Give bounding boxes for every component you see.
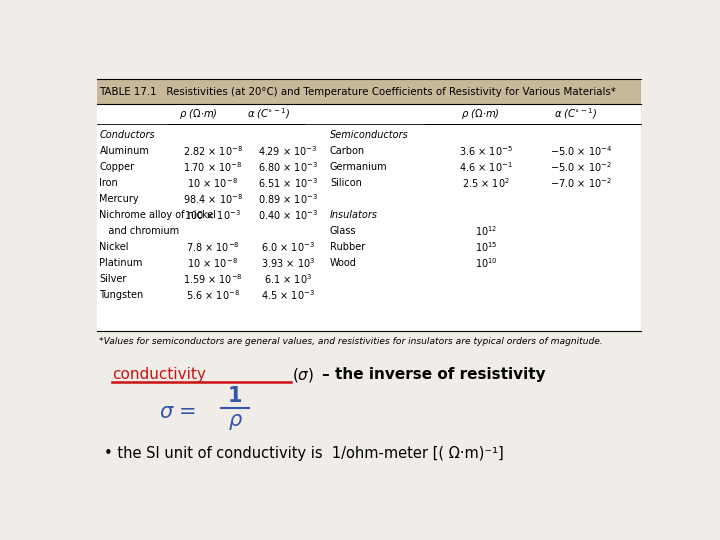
Text: 6.1 $\times$ 10$^{3}$: 6.1 $\times$ 10$^{3}$ — [264, 272, 312, 286]
Text: 4.29 $\times$ 10$^{-3}$: 4.29 $\times$ 10$^{-3}$ — [258, 144, 318, 158]
Text: 4.6 $\times$ 10$^{-1}$: 4.6 $\times$ 10$^{-1}$ — [459, 160, 513, 174]
Text: $-$7.0 $\times$ 10$^{-2}$: $-$7.0 $\times$ 10$^{-2}$ — [550, 176, 612, 190]
Text: 100 $\times$ 10$^{-3}$: 100 $\times$ 10$^{-3}$ — [184, 208, 241, 222]
Text: 98.4 $\times$ 10$^{-8}$: 98.4 $\times$ 10$^{-8}$ — [183, 192, 243, 206]
Text: $\alpha$ (C$^{\circ-1}$): $\alpha$ (C$^{\circ-1}$) — [247, 107, 290, 122]
Text: Platinum: Platinum — [99, 258, 143, 268]
Text: – the inverse of resistivity: – the inverse of resistivity — [322, 367, 545, 382]
Text: Glass: Glass — [330, 226, 356, 236]
Text: $\sigma$ =: $\sigma$ = — [159, 402, 196, 422]
Text: 6.80 $\times$ 10$^{-3}$: 6.80 $\times$ 10$^{-3}$ — [258, 160, 318, 174]
Text: Iron: Iron — [99, 178, 118, 188]
Text: conductivity: conductivity — [112, 367, 206, 382]
Text: ($\sigma$): ($\sigma$) — [292, 366, 314, 383]
Text: Silicon: Silicon — [330, 178, 362, 188]
Text: 7.8 $\times$ 10$^{-8}$: 7.8 $\times$ 10$^{-8}$ — [186, 240, 240, 254]
Bar — [97, 79, 641, 104]
Text: 4.5 $\times$ 10$^{-3}$: 4.5 $\times$ 10$^{-3}$ — [261, 288, 315, 302]
Text: 1.70 $\times$ 10$^{-8}$: 1.70 $\times$ 10$^{-8}$ — [183, 160, 243, 174]
Text: $\rho$ ($\Omega$$\cdot$m): $\rho$ ($\Omega$$\cdot$m) — [462, 107, 500, 121]
Text: and chromium: and chromium — [99, 226, 179, 236]
Text: 1.59 $\times$ 10$^{-8}$: 1.59 $\times$ 10$^{-8}$ — [183, 272, 243, 286]
Text: Insulators: Insulators — [330, 210, 378, 220]
Text: Tungsten: Tungsten — [99, 291, 144, 300]
Text: Mercury: Mercury — [99, 194, 139, 204]
Text: $\rho$: $\rho$ — [228, 413, 243, 433]
Text: 10 $\times$ 10$^{-8}$: 10 $\times$ 10$^{-8}$ — [187, 256, 238, 270]
Text: 0.89 $\times$ 10$^{-3}$: 0.89 $\times$ 10$^{-3}$ — [258, 192, 318, 206]
Text: Nichrome alloy of nickel: Nichrome alloy of nickel — [99, 210, 217, 220]
Text: Conductors: Conductors — [99, 130, 155, 140]
Text: Wood: Wood — [330, 258, 357, 268]
Text: $\rho$ ($\Omega$$\cdot$m): $\rho$ ($\Omega$$\cdot$m) — [179, 107, 218, 121]
Text: 3.93 $\times$ 10$^{3}$: 3.93 $\times$ 10$^{3}$ — [261, 256, 315, 270]
Text: 3.6 $\times$ 10$^{-5}$: 3.6 $\times$ 10$^{-5}$ — [459, 144, 513, 158]
Text: Silver: Silver — [99, 274, 127, 284]
Text: 10$^{12}$: 10$^{12}$ — [475, 224, 498, 238]
Text: Carbon: Carbon — [330, 146, 365, 156]
Text: $-$5.0 $\times$ 10$^{-4}$: $-$5.0 $\times$ 10$^{-4}$ — [550, 144, 612, 158]
Text: 0.40 $\times$ 10$^{-3}$: 0.40 $\times$ 10$^{-3}$ — [258, 208, 318, 222]
Text: Aluminum: Aluminum — [99, 146, 149, 156]
Text: 10 $\times$ 10$^{-8}$: 10 $\times$ 10$^{-8}$ — [187, 176, 238, 190]
Text: 6.0 $\times$ 10$^{-3}$: 6.0 $\times$ 10$^{-3}$ — [261, 240, 315, 254]
Text: 6.51 $\times$ 10$^{-3}$: 6.51 $\times$ 10$^{-3}$ — [258, 176, 318, 190]
Text: 1: 1 — [228, 386, 243, 406]
Text: Semiconductors: Semiconductors — [330, 130, 409, 140]
Text: 5.6 $\times$ 10$^{-8}$: 5.6 $\times$ 10$^{-8}$ — [186, 288, 240, 302]
Text: • the SI unit of conductivity is  1/ohm-meter [( Ω·m)⁻¹]: • the SI unit of conductivity is 1/ohm-m… — [104, 446, 504, 461]
Text: *Values for semiconductors are general values, and resistivities for insulators : *Values for semiconductors are general v… — [99, 337, 603, 346]
Text: $-$5.0 $\times$ 10$^{-2}$: $-$5.0 $\times$ 10$^{-2}$ — [550, 160, 612, 174]
Text: TABLE 17.1   Resistivities (at 20°C) and Temperature Coefficients of Resistivity: TABLE 17.1 Resistivities (at 20°C) and T… — [99, 87, 616, 97]
Text: $\alpha$ (C$^{\circ-1}$): $\alpha$ (C$^{\circ-1}$) — [554, 107, 597, 122]
Text: 10$^{10}$: 10$^{10}$ — [474, 256, 498, 270]
Text: Nickel: Nickel — [99, 242, 129, 252]
Text: Germanium: Germanium — [330, 162, 387, 172]
Text: 10$^{15}$: 10$^{15}$ — [475, 240, 498, 254]
Text: Rubber: Rubber — [330, 242, 365, 252]
Text: Copper: Copper — [99, 162, 135, 172]
Text: 2.82 $\times$ 10$^{-8}$: 2.82 $\times$ 10$^{-8}$ — [183, 144, 243, 158]
Text: 2.5 $\times$ 10$^{2}$: 2.5 $\times$ 10$^{2}$ — [462, 176, 510, 190]
